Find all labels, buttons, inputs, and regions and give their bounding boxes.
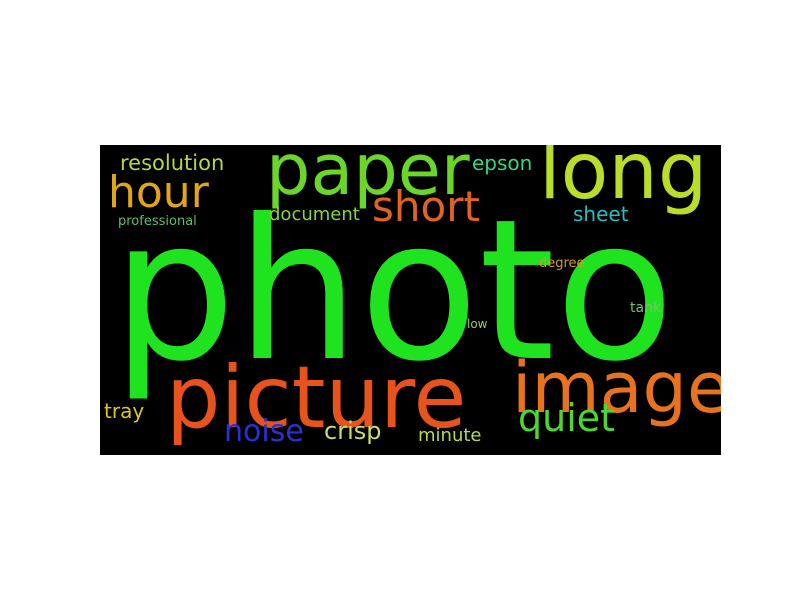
word-picture: picture (166, 348, 467, 448)
word-cloud: photo picture image paper long hour shor… (100, 145, 721, 455)
word-epson: epson (472, 151, 533, 175)
word-resolution: resolution (120, 151, 225, 175)
word-crisp: crisp (324, 417, 382, 445)
word-tank: tank (630, 300, 662, 316)
word-paper: paper (266, 145, 470, 211)
word-minute: minute (418, 425, 482, 446)
word-hour: hour (108, 167, 209, 218)
word-low: low (467, 317, 488, 331)
word-long: long (539, 145, 708, 217)
word-degree: degree (539, 256, 585, 271)
word-short: short (372, 182, 480, 231)
word-photo: photo (112, 177, 675, 404)
word-sheet: sheet (573, 202, 629, 226)
word-noise: noise (224, 414, 304, 449)
word-tray: tray (104, 399, 145, 423)
word-quiet: quiet (518, 396, 616, 440)
word-document: document (269, 204, 360, 225)
word-image: image (512, 347, 721, 429)
word-professional: professional (118, 214, 197, 229)
